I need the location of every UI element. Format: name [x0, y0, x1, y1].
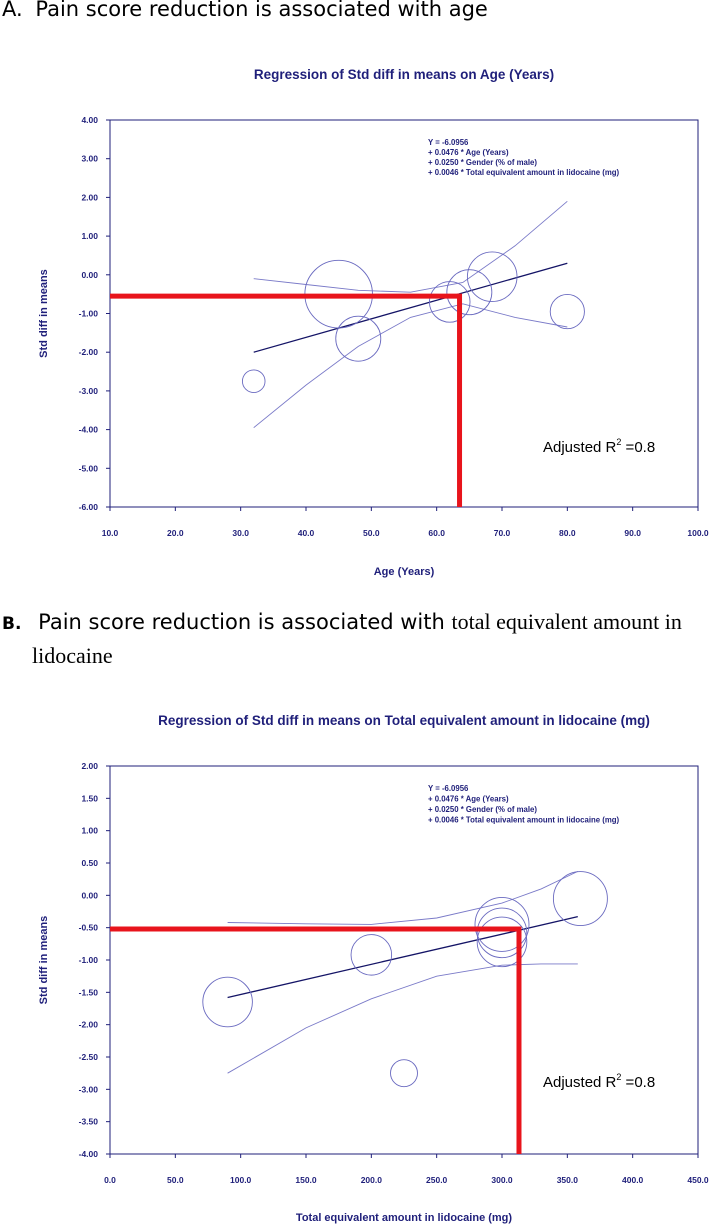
- ci-upper-curve: [253, 200, 568, 293]
- x-tick-label: 10.0: [102, 528, 119, 538]
- study-bubble: [474, 896, 530, 952]
- equation-line: + 0.0476 * Age (Years): [428, 795, 509, 804]
- x-axis-label: Total equivalent amount in lidocaine (mg…: [296, 1212, 512, 1224]
- equation-line: + 0.0250 * Gender (% of male): [428, 805, 537, 814]
- y-tick-label: 1.00: [81, 826, 98, 836]
- r2-text: Adjusted R: [543, 1074, 617, 1091]
- y-tick-label: -1.00: [79, 955, 99, 965]
- y-tick-label: -4.00: [79, 425, 99, 435]
- panel-a-caption: Pain score reduction is associated with …: [35, 0, 488, 21]
- y-axis-label: Std diff in means: [38, 269, 50, 358]
- x-tick-label: 450.0: [687, 1175, 709, 1185]
- x-tick-label: 20.0: [167, 528, 184, 538]
- chart-title: Regression of Std diff in means on Total…: [158, 713, 650, 728]
- r2-value: =0.8: [621, 439, 655, 456]
- equation-line: + 0.0046 * Total equivalent amount in li…: [428, 816, 620, 825]
- regression-line: [253, 262, 568, 353]
- x-tick-label: 250.0: [426, 1175, 448, 1185]
- equation-line: Y = -6.0956: [428, 138, 469, 147]
- study-bubble: [549, 294, 585, 330]
- study-bubble: [446, 269, 493, 316]
- x-tick-label: 70.0: [494, 528, 511, 538]
- x-tick-label: 400.0: [622, 1175, 644, 1185]
- x-tick-label: 350.0: [557, 1175, 579, 1185]
- study-bubble: [466, 251, 518, 302]
- x-tick-label: 50.0: [363, 528, 380, 538]
- y-tick-label: -2.00: [79, 347, 99, 357]
- x-axis-label: Age (Years): [374, 566, 435, 578]
- equation-line: + 0.0250 * Gender (% of male): [428, 158, 537, 167]
- panel-b-letter: B.: [2, 614, 22, 634]
- x-tick-label: 0.0: [104, 1175, 116, 1185]
- y-tick-label: 3.00: [81, 154, 98, 164]
- panel-b-heading: B. Pain score reduction is associated wi…: [2, 609, 682, 635]
- y-tick-label: -3.00: [79, 1084, 99, 1094]
- y-tick-label: -3.50: [79, 1117, 99, 1127]
- x-tick-label: 60.0: [428, 528, 445, 538]
- y-tick-label: -1.50: [79, 987, 99, 997]
- y-tick-label: -0.50: [79, 923, 99, 933]
- panel-b-caption-part3: lidocaine: [32, 643, 113, 668]
- y-tick-label: 4.00: [81, 115, 98, 125]
- study-bubble: [552, 871, 608, 927]
- x-tick-label: 50.0: [167, 1175, 184, 1185]
- study-bubble: [202, 976, 253, 1028]
- study-bubble: [390, 1059, 418, 1088]
- chart-b: Regression of Std diff in means on Total…: [38, 713, 709, 1224]
- panel-a-letter: A.: [2, 0, 23, 21]
- y-tick-label: -4.00: [79, 1149, 99, 1159]
- study-bubble: [476, 916, 528, 968]
- chart-title: Regression of Std diff in means on Age (…: [254, 67, 554, 82]
- panel-a-heading: A. Pain score reduction is associated wi…: [2, 0, 488, 21]
- x-tick-label: 100.0: [230, 1175, 252, 1185]
- r2-superscript: 2: [616, 437, 621, 447]
- y-tick-label: 1.50: [81, 793, 98, 803]
- r2-superscript: 2: [616, 1072, 621, 1082]
- study-bubble: [335, 315, 382, 362]
- y-tick-label: -2.00: [79, 1020, 99, 1030]
- panel-b-heading-line2: lidocaine: [32, 643, 113, 669]
- study-bubble: [241, 369, 266, 393]
- chart-a: Regression of Std diff in means on Age (…: [38, 67, 709, 578]
- ci-upper-curve: [227, 870, 578, 925]
- x-tick-label: 90.0: [624, 528, 641, 538]
- panel-b-caption-part1: Pain score reduction is associated with: [38, 610, 445, 634]
- y-tick-label: -1.00: [79, 309, 99, 319]
- x-tick-label: 150.0: [295, 1175, 317, 1185]
- ci-lower-curve: [227, 963, 578, 1074]
- study-bubble: [350, 934, 393, 976]
- adjusted-r2-label: Adjusted R2 =0.8: [543, 1072, 655, 1091]
- y-tick-label: -2.50: [79, 1052, 99, 1062]
- panel-b-caption-part2: total equivalent amount in: [451, 609, 682, 634]
- equation-line: + 0.0476 * Age (Years): [428, 148, 509, 157]
- y-tick-label: -3.00: [79, 386, 99, 396]
- x-tick-label: 300.0: [491, 1175, 513, 1185]
- adjusted-r2-label: Adjusted R2 =0.8: [543, 437, 655, 456]
- x-tick-label: 40.0: [298, 528, 315, 538]
- y-tick-label: 0.00: [81, 890, 98, 900]
- x-tick-label: 200.0: [361, 1175, 383, 1185]
- y-tick-label: 0.50: [81, 858, 98, 868]
- study-bubble: [428, 281, 471, 323]
- y-tick-label: 0.00: [81, 270, 98, 280]
- y-tick-label: 1.00: [81, 231, 98, 241]
- x-tick-label: 30.0: [232, 528, 249, 538]
- r2-value: =0.8: [621, 1074, 655, 1091]
- study-bubble: [476, 907, 528, 959]
- ci-lower-curve: [253, 303, 568, 429]
- y-tick-label: 2.00: [81, 761, 98, 771]
- y-tick-label: -5.00: [79, 463, 99, 473]
- equation-line: Y = -6.0956: [428, 784, 469, 793]
- y-axis-label: Std diff in means: [38, 916, 50, 1005]
- r2-text: Adjusted R: [543, 439, 617, 456]
- y-tick-label: 2.00: [81, 192, 98, 202]
- x-tick-label: 80.0: [559, 528, 576, 538]
- equation-line: + 0.0046 * Total equivalent amount in li…: [428, 168, 620, 177]
- x-tick-label: 100.0: [687, 528, 709, 538]
- y-tick-label: -6.00: [79, 502, 99, 512]
